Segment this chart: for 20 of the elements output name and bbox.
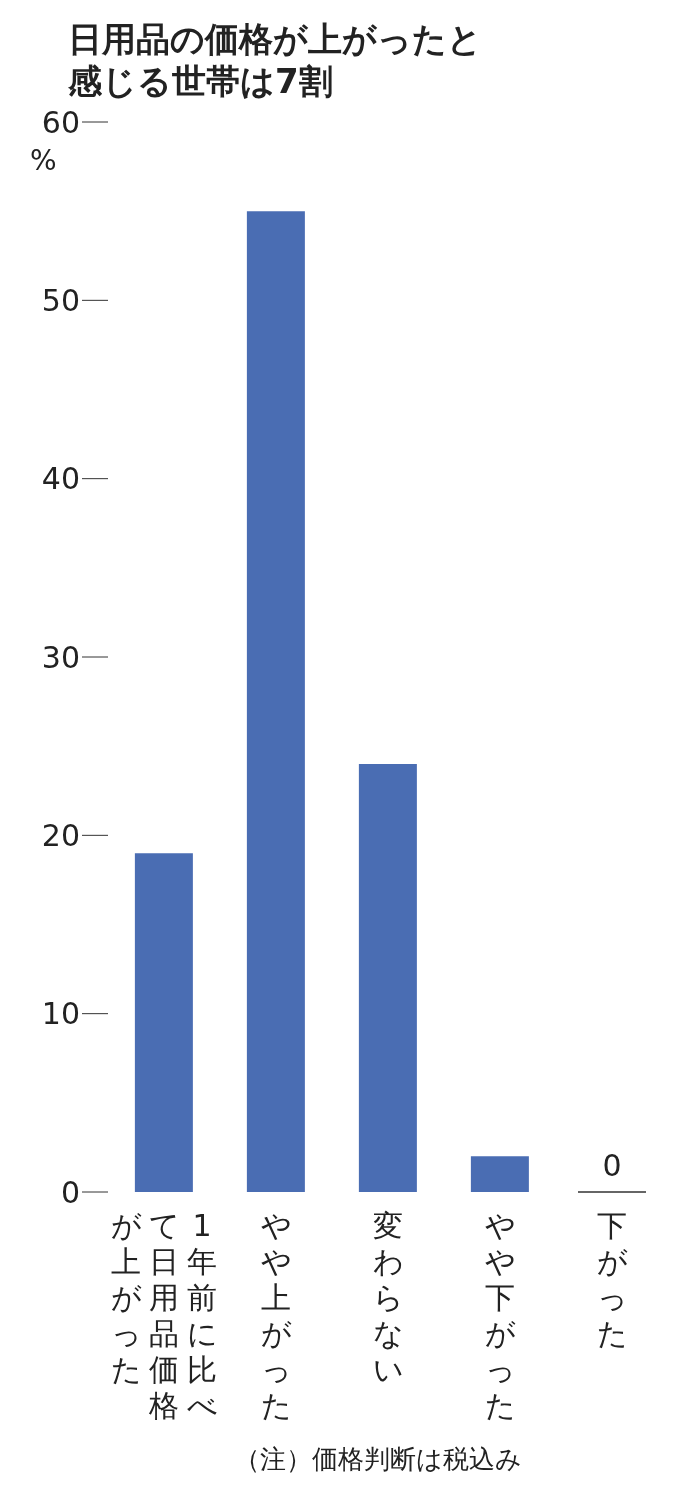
y-tick-label: 40: [41, 461, 80, 497]
bar: [470, 1156, 529, 1192]
x-tick-label: やや上がった: [259, 1208, 293, 1424]
y-tick-label: 50: [41, 282, 80, 318]
chart-title: 日用品の価格が上がったと感じる世帯は7割: [67, 18, 483, 102]
y-tick-label: 20: [41, 817, 80, 853]
x-tick-label: やや下がった: [483, 1208, 517, 1424]
y-tick-label: 30: [41, 639, 80, 675]
text: （注）価格判断は税込み: [233, 1443, 523, 1476]
y-axis-title: %: [30, 143, 57, 177]
category-label: 1年前に比べて日用品価格が上がった: [110, 1208, 218, 1423]
bar: [134, 853, 193, 1192]
bar: [358, 764, 417, 1192]
y-tick-label: 10: [41, 996, 80, 1032]
y-tick-label: 0: [60, 1174, 80, 1210]
data-label: 0: [602, 1148, 622, 1183]
y-tick-label: 60: [41, 104, 80, 140]
x-tick-label: 変わらない: [371, 1208, 405, 1389]
x-tick-label: 下がった: [595, 1208, 629, 1353]
bar: [246, 211, 305, 1192]
